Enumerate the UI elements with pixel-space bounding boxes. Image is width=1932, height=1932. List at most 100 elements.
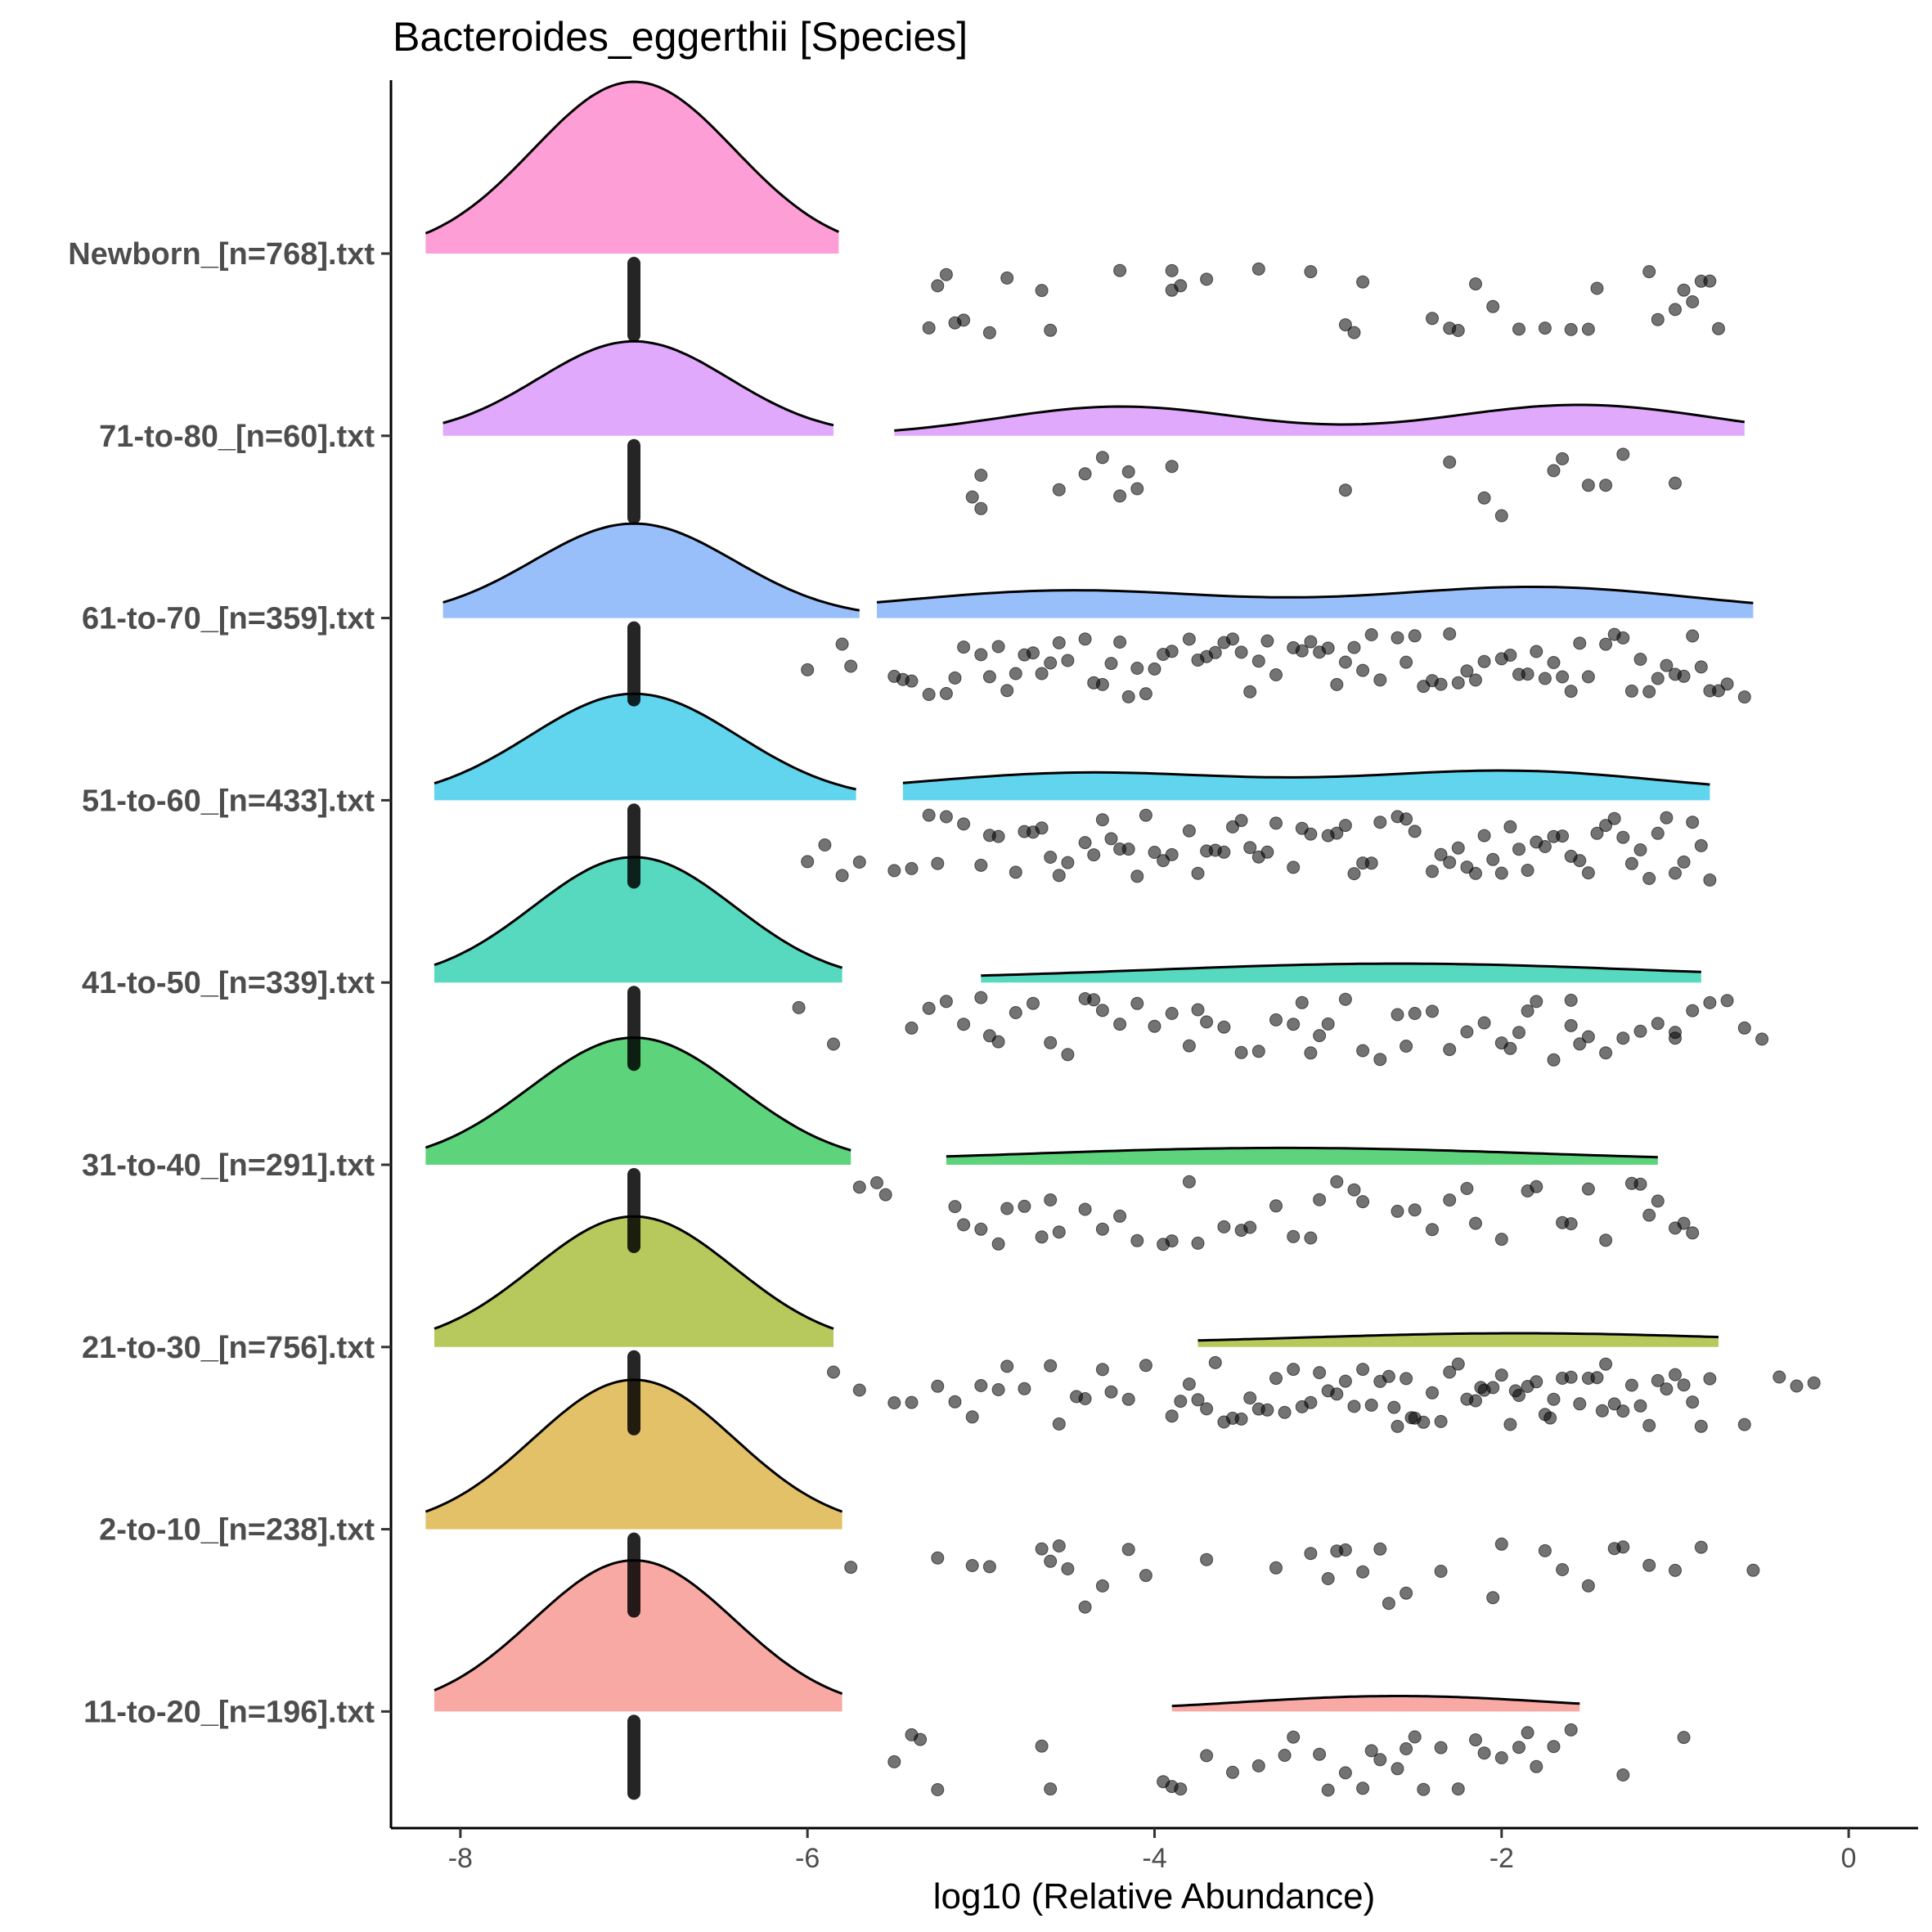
group-3-point xyxy=(1703,873,1717,887)
group-7-point xyxy=(982,1560,996,1574)
group-3-point xyxy=(1494,866,1508,880)
group-7-point xyxy=(931,1551,945,1565)
group-6-point xyxy=(1400,1372,1413,1386)
group-4-point xyxy=(1313,1029,1327,1043)
group-8-point xyxy=(1364,1744,1378,1758)
group-4-point xyxy=(1686,1004,1700,1018)
group-0-point xyxy=(1712,321,1725,335)
group-3-point xyxy=(1295,821,1309,835)
group-5-point xyxy=(852,1180,866,1194)
group-5-point xyxy=(1078,1202,1092,1216)
group-5-tail-density xyxy=(946,1148,1658,1165)
group-2-point xyxy=(1660,658,1674,672)
group-6-point xyxy=(1508,1384,1522,1398)
group-6-point xyxy=(1434,1414,1448,1428)
group-6-point xyxy=(1018,1382,1031,1395)
group-3-point xyxy=(818,838,832,851)
group-7-point xyxy=(1669,1563,1682,1577)
group-8-point xyxy=(1521,1726,1534,1740)
group-0-point xyxy=(1669,303,1682,317)
group-5-point xyxy=(957,1218,971,1232)
group-6-point xyxy=(1651,1373,1665,1387)
group-8-point xyxy=(1391,1762,1404,1776)
group-6-point xyxy=(1573,1397,1587,1411)
group-2-point xyxy=(1373,673,1387,687)
group-0-point xyxy=(1512,322,1525,336)
group-3-point xyxy=(1148,846,1161,859)
group-3-point xyxy=(1686,815,1700,829)
group-1-point xyxy=(1165,460,1179,474)
group-4-point xyxy=(1287,1018,1301,1031)
group-6-point xyxy=(1165,1409,1179,1423)
group-5-point xyxy=(1113,1209,1127,1223)
group-6-point xyxy=(1313,1366,1327,1380)
group-4-point xyxy=(1304,1046,1318,1060)
group-1-point xyxy=(1130,482,1144,496)
group-7-point xyxy=(1200,1552,1214,1566)
group-5-point xyxy=(948,1200,962,1214)
group-7-point xyxy=(1139,1569,1152,1583)
group-6-point xyxy=(1052,1417,1066,1431)
group-4-point xyxy=(1547,1053,1561,1067)
group-2-point xyxy=(1642,685,1656,699)
group-3-point xyxy=(974,858,988,872)
group-6-point xyxy=(1521,1380,1534,1393)
group-7-point xyxy=(1400,1586,1413,1600)
group-4-point xyxy=(1087,993,1101,1007)
group-4-point xyxy=(1269,1013,1283,1027)
group-4-point xyxy=(1408,1007,1422,1020)
group-7-point xyxy=(1321,1572,1335,1585)
group-2-point xyxy=(1208,645,1222,659)
group-7-point xyxy=(1078,1600,1092,1614)
group-3-point xyxy=(1157,854,1170,868)
group-5-point xyxy=(1165,1234,1179,1248)
group-2-point xyxy=(1556,670,1570,684)
group-5-point xyxy=(1182,1175,1196,1188)
group-6-point xyxy=(991,1383,1005,1396)
group-6-point xyxy=(1104,1385,1118,1399)
group-2-tail-density-outline xyxy=(876,586,1754,604)
group-3-point xyxy=(1616,830,1630,844)
group-6-point xyxy=(1347,1400,1361,1413)
group-4-point xyxy=(1564,993,1578,1007)
group-8-point xyxy=(1530,1759,1543,1773)
group-3-point xyxy=(1426,865,1439,878)
group-6-point xyxy=(1703,1372,1717,1386)
group-2-point xyxy=(1651,672,1665,685)
group-2-point xyxy=(1052,636,1066,649)
group-2-point xyxy=(905,674,919,688)
group-3-label: 51-to-60_[n=433].txt xyxy=(82,784,375,818)
group-6-point xyxy=(1364,1398,1378,1412)
group-1-main-density xyxy=(443,341,833,436)
group-4-point xyxy=(957,1018,971,1031)
group-3-point xyxy=(905,861,919,875)
group-7-point xyxy=(844,1561,858,1575)
group-8-point xyxy=(1494,1751,1508,1764)
group-7-point xyxy=(1061,1562,1075,1575)
group-1-point xyxy=(1494,509,1508,523)
group-8-point xyxy=(1287,1730,1301,1744)
group-2-point xyxy=(1269,668,1283,681)
group-5-main-density xyxy=(425,1037,851,1165)
group-4-point xyxy=(1521,1004,1534,1018)
group-2-point xyxy=(922,688,936,701)
group-2-point xyxy=(1104,657,1118,671)
group-4-point xyxy=(1009,1006,1022,1019)
x-tick-label: -4 xyxy=(1142,1843,1166,1874)
group-5-point xyxy=(1599,1233,1613,1247)
group-4-point xyxy=(1251,1045,1265,1058)
group-3-point xyxy=(852,856,866,869)
group-2-main-density xyxy=(443,523,860,618)
group-6-main-density xyxy=(434,1216,833,1347)
group-6-point xyxy=(1469,1394,1482,1408)
group-6-point xyxy=(1494,1368,1508,1382)
group-2-point xyxy=(801,663,815,676)
group-2-point xyxy=(1182,632,1196,646)
group-3-tail-density xyxy=(902,771,1710,801)
group-6-point xyxy=(1000,1359,1014,1373)
group-3-point xyxy=(1660,811,1674,824)
group-4-point xyxy=(1512,1026,1525,1040)
group-6-point xyxy=(905,1395,919,1409)
group-6-point xyxy=(1226,1411,1239,1425)
group-2-point xyxy=(1564,685,1578,699)
